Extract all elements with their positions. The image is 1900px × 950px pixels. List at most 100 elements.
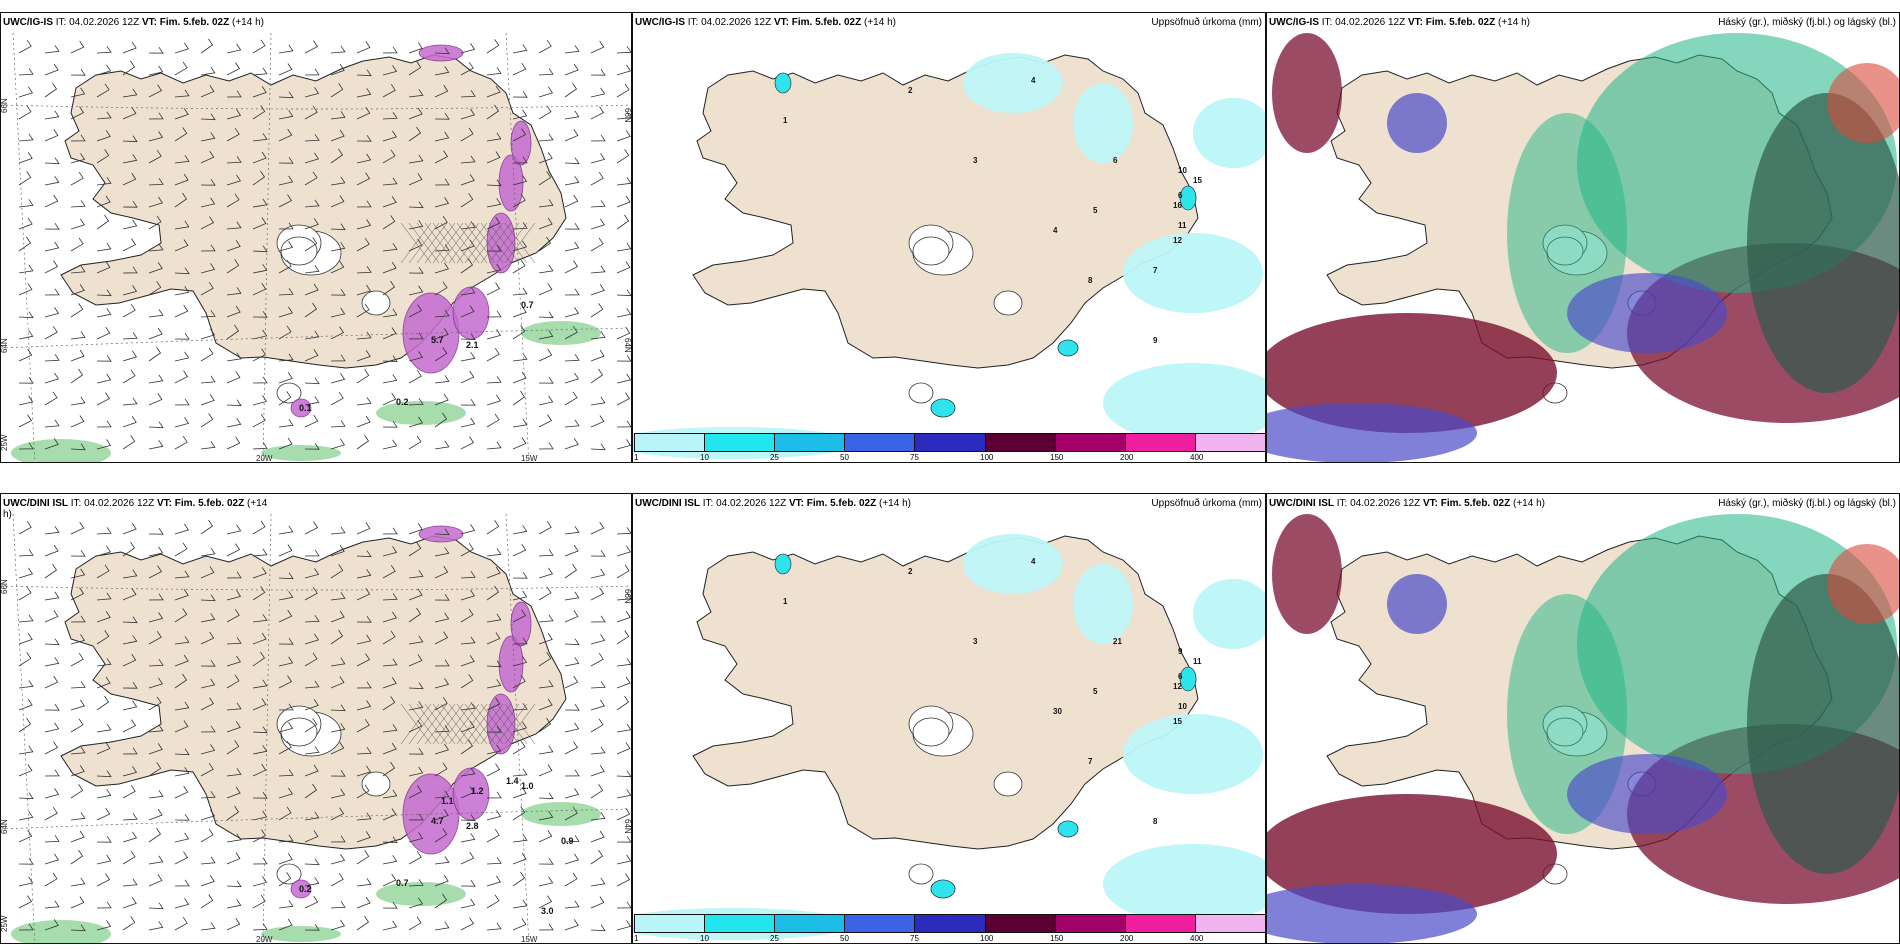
value-label: 6 <box>1178 191 1183 200</box>
glacier-outline <box>908 382 934 404</box>
wind-barb <box>564 372 580 384</box>
panel-title: UWC/DINI ISL IT: 04.02.2026 12Z VT: Fim.… <box>3 498 267 520</box>
colorbar-tick-label: 50 <box>840 934 849 943</box>
wind-barb <box>122 700 138 711</box>
wind-barb <box>70 896 85 909</box>
wind-barb <box>200 613 216 623</box>
light-precip-area <box>11 920 111 943</box>
wind-barb <box>330 420 346 428</box>
wind-barb <box>356 134 372 142</box>
wind-barb <box>96 723 112 733</box>
wind-barb <box>304 349 319 362</box>
wind-barb <box>278 437 293 450</box>
wind-barb <box>96 564 110 579</box>
wind-barb <box>330 657 346 667</box>
wind-barb <box>278 834 294 843</box>
lat-label-64n: 64N <box>1 819 9 834</box>
wind-barb <box>486 810 502 821</box>
wind-barb <box>538 236 552 252</box>
light-precip-area <box>261 926 341 942</box>
wind-barb <box>434 547 450 557</box>
colorbar-swatch <box>775 434 846 451</box>
wind-barb <box>408 607 422 623</box>
wind-barb <box>564 919 579 931</box>
cloud-area <box>1827 63 1899 143</box>
wind-barbs <box>18 38 631 451</box>
wind-barb <box>200 281 214 296</box>
wind-barb <box>226 156 242 164</box>
wind-barb <box>408 682 424 690</box>
wind-barb <box>434 262 450 274</box>
colorbar-swatch <box>1055 434 1126 451</box>
wind-barb <box>44 591 60 601</box>
wind-barb <box>18 199 34 208</box>
wind-barb <box>148 827 162 843</box>
wind-barb <box>590 200 606 208</box>
wind-barb <box>330 260 345 274</box>
wind-barb <box>460 286 476 296</box>
wind-barb <box>44 45 60 54</box>
wind-barb <box>200 113 216 121</box>
wind-barb <box>96 835 112 843</box>
wind-barb <box>122 878 138 887</box>
hatch-mark <box>472 703 504 745</box>
wind-barb <box>512 371 527 384</box>
wind-barb <box>408 850 422 865</box>
wind-barb <box>512 834 528 843</box>
init-time: IT: 04.02.2026 12Z <box>55 17 140 28</box>
wind-barb <box>252 329 268 340</box>
wind-barb <box>434 762 448 777</box>
wind-barb <box>174 748 190 756</box>
wind-barb <box>200 310 216 318</box>
wind-barb <box>44 157 60 165</box>
wind-barb <box>356 784 370 799</box>
wind-barb <box>460 786 475 799</box>
precip-max <box>774 72 792 94</box>
wind-barb <box>460 851 475 865</box>
wind-barb <box>382 742 397 755</box>
wind-barb <box>590 924 606 932</box>
wind-barb <box>200 725 216 733</box>
wind-barb <box>226 524 242 535</box>
wind-barb <box>174 654 189 667</box>
hatch-mark <box>464 222 496 264</box>
wind-barb <box>252 105 266 120</box>
wind-barb <box>434 440 450 450</box>
wind-barb <box>486 263 502 274</box>
hatch-mark <box>448 222 480 264</box>
wind-barb <box>252 679 268 689</box>
wind-barb <box>590 331 606 340</box>
model-source: UWC/DINI ISL <box>3 498 68 509</box>
precip-area <box>1103 844 1265 924</box>
wind-barb <box>460 193 474 208</box>
wind-barb <box>538 923 554 931</box>
green-precip <box>11 802 601 943</box>
wind-barb <box>616 545 631 557</box>
wind-barb <box>460 917 475 931</box>
wind-barb <box>278 372 293 384</box>
wind-barb <box>96 545 112 557</box>
wind-barb <box>70 218 86 230</box>
precip-max <box>1179 666 1197 692</box>
wind-barb <box>96 611 111 623</box>
wind-barb <box>512 787 527 799</box>
wind-barb <box>616 46 631 54</box>
wind-barb <box>122 653 137 667</box>
wind-barb <box>330 769 346 777</box>
wind-barb <box>408 398 424 406</box>
wind-barb <box>538 586 552 601</box>
wind-barb <box>70 718 84 733</box>
wind-barb <box>486 725 502 733</box>
wind-barb <box>356 172 371 186</box>
wind-barb <box>330 45 346 54</box>
wind-barb <box>278 391 292 406</box>
lead-time: (+14 h) <box>1498 17 1530 28</box>
lat-label-66n-right: 66N <box>623 108 632 123</box>
wind-barb <box>590 830 605 843</box>
wind-barb <box>538 811 554 821</box>
wind-barb <box>226 174 242 186</box>
hatch-mark <box>464 703 496 745</box>
wind-barb <box>330 723 346 733</box>
colorbar-tick-label: 25 <box>770 934 779 943</box>
cloud-area <box>1267 884 1477 943</box>
